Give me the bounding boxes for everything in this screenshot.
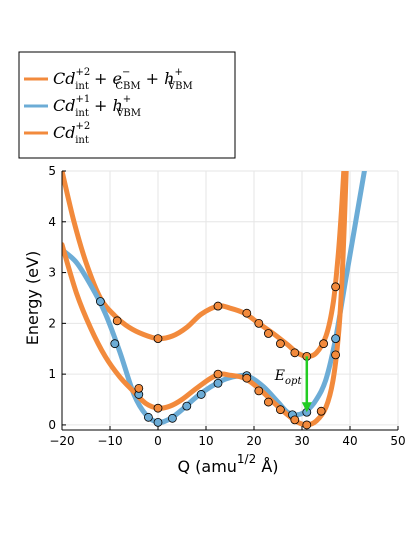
series-2-point bbox=[254, 386, 264, 396]
series-lines bbox=[62, 171, 367, 428]
series-line-1 bbox=[62, 171, 367, 426]
series-2-point bbox=[331, 350, 341, 360]
series-2-point bbox=[153, 403, 163, 413]
series-layer bbox=[62, 171, 367, 430]
legend-entry-0: Cd+2 int + e− CBM + h+ VBM bbox=[53, 67, 193, 92]
axes: −20 −10 0 10 20 30 40 50 0 1 2 3 4 5 bbox=[48, 164, 405, 448]
x-axis-label-sup: 1/2 bbox=[237, 452, 256, 466]
x-tick-label: −10 bbox=[97, 434, 122, 448]
series-2-point bbox=[213, 369, 223, 379]
series-2-point bbox=[290, 415, 300, 425]
x-tick-label: 10 bbox=[198, 434, 213, 448]
x-axis-label-tail: Å) bbox=[256, 457, 278, 476]
series-1-point bbox=[182, 401, 192, 411]
series-0-point bbox=[242, 308, 252, 318]
y-tick-label: 5 bbox=[48, 164, 56, 178]
series-2-point bbox=[275, 405, 285, 415]
x-tick-label: 40 bbox=[342, 434, 357, 448]
series-2-point bbox=[242, 373, 252, 383]
series-2-point bbox=[263, 397, 273, 407]
series-0-point bbox=[112, 316, 122, 326]
x-tick-label: 50 bbox=[390, 434, 405, 448]
series-0-point bbox=[263, 329, 273, 338]
series-2-point bbox=[134, 383, 144, 393]
x-tick-label: −20 bbox=[49, 434, 74, 448]
series-2-point bbox=[316, 406, 326, 416]
annotation-arrow-head bbox=[301, 402, 312, 413]
series-line-2 bbox=[62, 171, 349, 428]
y-tick-label: 3 bbox=[48, 266, 56, 280]
y-axis-label: Energy (eV) bbox=[23, 251, 42, 345]
grid bbox=[61, 170, 399, 430]
x-axis-label-main: Q (amu bbox=[177, 457, 236, 476]
series-0-point bbox=[319, 339, 329, 349]
series-1-point bbox=[153, 417, 163, 427]
legend-entry-2: Cd+2 int bbox=[53, 121, 90, 146]
legend-entry-1: Cd+1 int + h+ VBM bbox=[53, 94, 141, 119]
x-tick-label: 0 bbox=[154, 434, 162, 448]
series-1-point bbox=[96, 297, 105, 306]
y-tick-label: 1 bbox=[48, 367, 56, 381]
legend-box bbox=[18, 51, 236, 159]
series-1-point bbox=[167, 413, 177, 423]
y-tick-label: 0 bbox=[48, 418, 56, 432]
x-tick-label: 20 bbox=[246, 434, 261, 448]
x-axis-label: Q (amu1/2 Å) bbox=[177, 452, 278, 476]
series-1-point bbox=[110, 339, 120, 349]
series-0-point bbox=[290, 348, 300, 358]
series-0-point bbox=[275, 339, 285, 349]
series-0-point bbox=[213, 301, 223, 311]
series-2-point bbox=[302, 420, 312, 430]
annotation-label: Eopt bbox=[274, 368, 303, 387]
y-tick-label: 2 bbox=[48, 316, 56, 330]
series-line-0 bbox=[62, 171, 347, 359]
x-tick-label: 30 bbox=[294, 434, 309, 448]
series-1-point bbox=[143, 412, 153, 422]
series-0-point bbox=[153, 334, 163, 343]
series-1-point bbox=[213, 378, 223, 388]
series-0-point bbox=[331, 282, 341, 292]
series-1-point bbox=[331, 334, 341, 343]
series-1-point bbox=[196, 390, 206, 399]
y-tick-label: 4 bbox=[48, 215, 56, 229]
series-0-point bbox=[254, 318, 264, 328]
